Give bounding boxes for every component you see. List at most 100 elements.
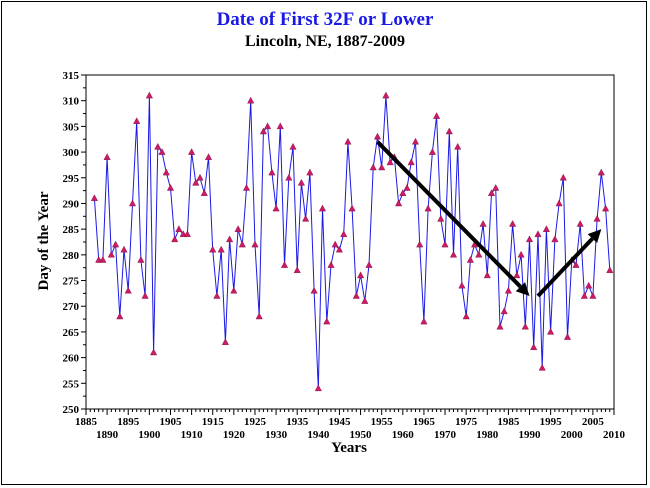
data-point <box>357 271 365 279</box>
data-point <box>378 163 386 171</box>
data-point <box>555 199 563 207</box>
data-point <box>268 168 276 176</box>
data-point <box>475 250 483 258</box>
data-point <box>462 312 470 320</box>
x-tick-label: 1950 <box>350 429 373 441</box>
data-point <box>487 189 496 196</box>
data-point <box>551 235 559 243</box>
data-point <box>335 245 343 253</box>
data-point <box>352 292 360 299</box>
data-point <box>289 142 297 150</box>
data-point <box>492 184 500 191</box>
data-point <box>344 137 352 145</box>
annotation-layer <box>376 140 602 298</box>
data-point <box>124 286 132 294</box>
data-point <box>310 286 318 294</box>
data-point <box>276 122 284 130</box>
data-point <box>386 158 394 166</box>
x-tick-label: 1920 <box>223 429 246 441</box>
data-point <box>120 245 128 253</box>
data-point <box>175 225 183 232</box>
data-point <box>259 127 267 135</box>
x-tick-label: 1935 <box>286 416 309 428</box>
data-point <box>521 322 529 330</box>
x-tick-label: 1990 <box>519 429 542 441</box>
data-point <box>192 178 200 186</box>
data-point <box>204 153 213 160</box>
y-tick-label: 305 <box>63 121 80 133</box>
y-tick-label: 260 <box>63 353 80 365</box>
trend-arrow-head <box>587 229 602 244</box>
x-tick-label: 2000 <box>561 429 584 441</box>
data-point <box>348 204 356 212</box>
y-tick-label: 300 <box>63 147 80 159</box>
y-tick-label: 315 <box>63 70 80 82</box>
y-tick-label: 275 <box>63 276 80 288</box>
data-point <box>466 256 474 263</box>
data-point <box>513 271 521 279</box>
x-tick-label: 1960 <box>392 429 415 441</box>
data-point <box>217 245 225 253</box>
data-point <box>547 327 555 335</box>
data-point <box>314 384 322 392</box>
data-point <box>116 312 124 320</box>
x-tick-label: 1895 <box>117 416 140 428</box>
data-point <box>128 199 137 207</box>
x-axis: 1885 1895 1905 1915 1925 1935 1945 1955 1965 1975… <box>75 409 626 441</box>
data-point <box>183 230 191 238</box>
data-point <box>145 91 153 99</box>
data-point <box>213 292 221 299</box>
data-point <box>200 189 208 196</box>
y-tick-label: 250 <box>63 404 80 416</box>
x-tick-label: 1910 <box>181 429 204 441</box>
data-point <box>534 230 542 238</box>
data-point <box>428 148 436 155</box>
trend-arrow <box>536 229 602 298</box>
data-point <box>272 204 280 212</box>
data-point <box>593 214 601 222</box>
x-tick-label: 1915 <box>202 416 225 428</box>
trend-arrow-shaft <box>536 237 594 298</box>
y-tick-label: 255 <box>63 378 80 390</box>
data-point <box>420 317 428 325</box>
data-point <box>90 194 98 202</box>
data-point <box>572 261 580 268</box>
data-point <box>433 112 441 119</box>
data-point <box>264 122 272 130</box>
y-tick-label: 295 <box>63 173 80 185</box>
data-point <box>280 261 289 268</box>
data-point <box>327 261 335 268</box>
data-point <box>399 189 407 196</box>
data-point <box>530 343 538 350</box>
data-point <box>538 363 546 371</box>
data-point <box>238 240 246 248</box>
series-layer <box>90 91 614 392</box>
data-point <box>424 204 432 212</box>
data-point <box>458 281 466 289</box>
data-point <box>597 168 605 176</box>
data-point <box>166 184 175 191</box>
trend-arrow <box>376 140 530 296</box>
y-axis: 250 255 260 265 270 275 280 285 290 295 300 305 310 3… <box>63 70 86 416</box>
data-point <box>411 137 420 145</box>
trend-arrow-shaft <box>376 140 522 289</box>
data-point <box>602 204 610 212</box>
data-point <box>483 271 491 279</box>
y-tick-label: 290 <box>63 198 80 210</box>
x-tick-label: 1925 <box>244 416 267 428</box>
data-point <box>382 91 390 99</box>
data-point <box>158 148 166 155</box>
data-point <box>479 220 487 227</box>
data-point <box>285 173 293 181</box>
data-point <box>606 266 614 273</box>
data-point <box>133 117 141 124</box>
data-point <box>154 142 162 150</box>
x-tick-label: 1900 <box>138 429 161 441</box>
data-point <box>559 173 567 181</box>
data-point <box>255 312 263 320</box>
data-point <box>323 317 331 325</box>
data-point <box>509 220 517 227</box>
data-point <box>589 292 597 299</box>
